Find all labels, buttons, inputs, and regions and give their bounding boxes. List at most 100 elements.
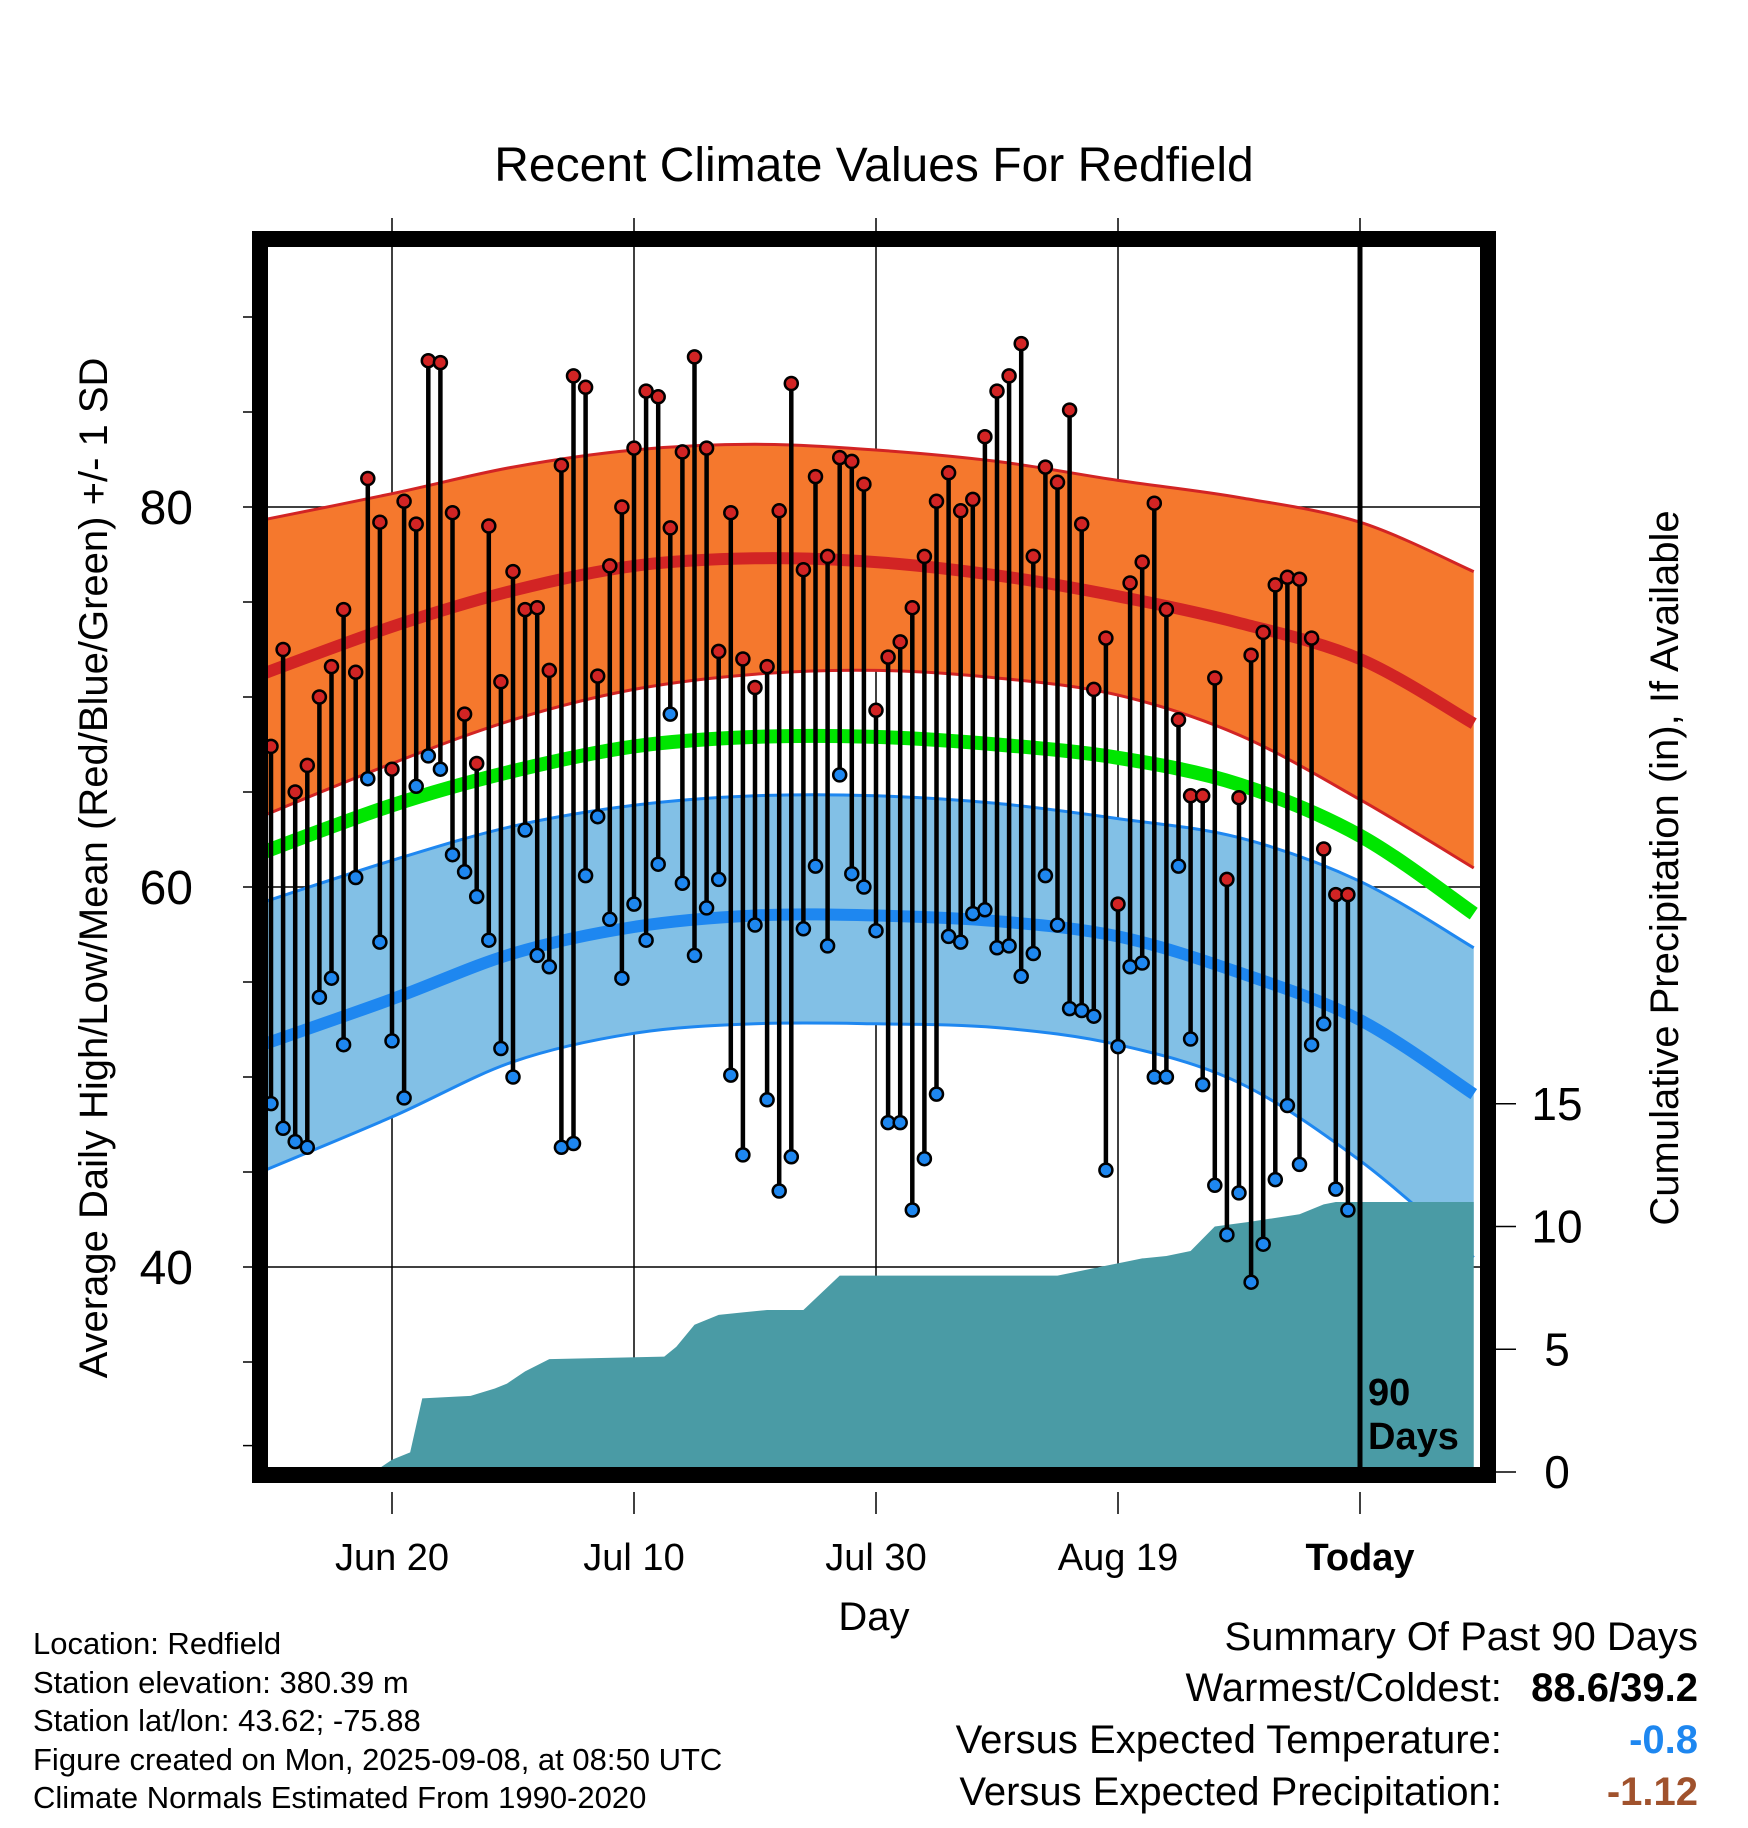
daily-low-point: [795, 921, 812, 937]
daily-high-point: [819, 548, 836, 565]
daily-high-point: [1170, 712, 1187, 728]
daily-high-point: [1315, 841, 1332, 857]
daily-high-point: [268, 738, 279, 755]
daily-high-point: [952, 503, 969, 519]
daily-high-point: [1267, 577, 1284, 593]
daily-high-point: [1158, 601, 1175, 618]
elevation-text: Station elevation: 380.39 m: [33, 1664, 409, 1700]
daily-high-point: [1086, 681, 1102, 698]
daily-high-point: [505, 563, 521, 580]
daily-high-point: [856, 476, 872, 492]
daily-high-point: [1146, 495, 1163, 511]
daily-high-point: [456, 706, 473, 722]
daily-low-point: [807, 858, 824, 874]
daily-low-point: [275, 1120, 291, 1137]
daily-high-point: [795, 561, 812, 578]
summary-title: Summary Of Past 90 Days: [1224, 1615, 1698, 1659]
daily-low-point: [1182, 1031, 1199, 1047]
daily-low-point: [311, 989, 328, 1005]
daily-low-point: [892, 1114, 908, 1131]
x-tick-label: Today: [1305, 1537, 1414, 1579]
daily-low-point: [541, 959, 558, 975]
daily-high-point: [1219, 871, 1235, 888]
y-tick-label: 60: [140, 862, 193, 915]
daily-high-point: [904, 599, 921, 616]
daily-high-point: [372, 514, 388, 530]
chart-title: Recent Climate Values For Redfield: [494, 139, 1253, 192]
daily-low-point: [456, 864, 473, 880]
daily-high-point: [420, 352, 437, 369]
daily-low-point: [662, 706, 679, 722]
daily-high-point: [517, 601, 533, 618]
daily-low-point: [831, 767, 848, 783]
daily-high-point: [686, 349, 703, 365]
x-tick-label: Aug 19: [1058, 1537, 1178, 1579]
daily-high-point: [1110, 896, 1126, 912]
precip-label: Versus Expected Precipitation:: [959, 1770, 1502, 1814]
high-sd-band: [268, 444, 1474, 868]
daily-high-point: [1013, 335, 1029, 352]
daily-low-point: [1073, 1002, 1090, 1019]
daily-high-point: [626, 440, 642, 456]
daily-low-point: [384, 1033, 400, 1049]
daily-high-point: [940, 465, 957, 481]
y2-axis: 0 5 10 15: [1496, 1078, 1583, 1498]
daily-high-point: [493, 674, 509, 690]
daily-high-point: [650, 389, 666, 405]
daily-high-point: [1061, 402, 1078, 418]
x-axis-label: Day: [838, 1595, 909, 1639]
daily-low-point: [396, 1090, 412, 1106]
daily-high-point: [1194, 788, 1211, 804]
daily-low-point: [493, 1040, 509, 1057]
temp-value: -0.8: [1629, 1718, 1698, 1762]
daily-low-point: [1037, 867, 1054, 884]
daily-low-point: [904, 1202, 921, 1218]
daily-high-point: [553, 457, 570, 473]
daily-high-point: [1001, 368, 1017, 384]
y-axis: 40 60 80: [140, 316, 252, 1447]
daily-high-point: [989, 383, 1005, 399]
daily-high-point: [1122, 575, 1138, 591]
daily-low-point: [1291, 1156, 1308, 1173]
warmest-label: Warmest/Coldest:: [1185, 1666, 1502, 1710]
daily-low-point: [989, 940, 1005, 956]
y2-tick-label: 0: [1544, 1446, 1570, 1498]
daily-low-point: [565, 1135, 582, 1152]
plot-frame: [252, 231, 1496, 1483]
daily-low-point: [1303, 1036, 1320, 1053]
daily-low-point: [444, 846, 461, 863]
daily-high-point: [698, 440, 715, 456]
daily-high-point: [783, 375, 800, 392]
daily-low-point: [819, 938, 836, 954]
daily-low-point: [360, 770, 376, 787]
daily-high-point: [275, 641, 291, 658]
daily-low-point: [928, 1086, 945, 1102]
x-tick-label: Jul 30: [825, 1537, 926, 1579]
precipitation-area: [381, 1201, 1474, 1467]
daily-low-point: [614, 970, 630, 986]
warmest-value: 88.6/39.2: [1531, 1666, 1698, 1710]
daily-low-point: [771, 1183, 787, 1199]
daily-low-point: [626, 896, 642, 912]
y-axis-label: Average Daily High/Low/Mean (Red/Blue/Gr…: [72, 358, 116, 1379]
daily-high-point: [747, 679, 763, 696]
daily-high-point: [287, 784, 303, 800]
station-info: Location: Redfield Station elevation: 38…: [33, 1625, 722, 1818]
daily-high-point: [844, 453, 860, 470]
daily-high-point: [614, 499, 630, 515]
daily-low-point: [916, 1150, 933, 1167]
daily-low-point: [408, 778, 424, 795]
daily-low-point: [323, 970, 340, 986]
daily-high-point: [541, 662, 558, 679]
daily-stems: [268, 343, 1351, 1283]
daily-low-point: [1328, 1181, 1344, 1197]
daily-low-point: [1170, 858, 1187, 874]
daily-low-point: [747, 917, 763, 933]
daily-high-point: [771, 503, 787, 519]
daily-low-point: [650, 856, 666, 872]
daily-low-point: [1049, 917, 1066, 933]
daily-low-point: [698, 900, 715, 916]
daily-high-point: [1340, 886, 1356, 903]
plot-area: 90 Days: [268, 247, 1480, 1467]
daily-high-point: [347, 664, 364, 681]
